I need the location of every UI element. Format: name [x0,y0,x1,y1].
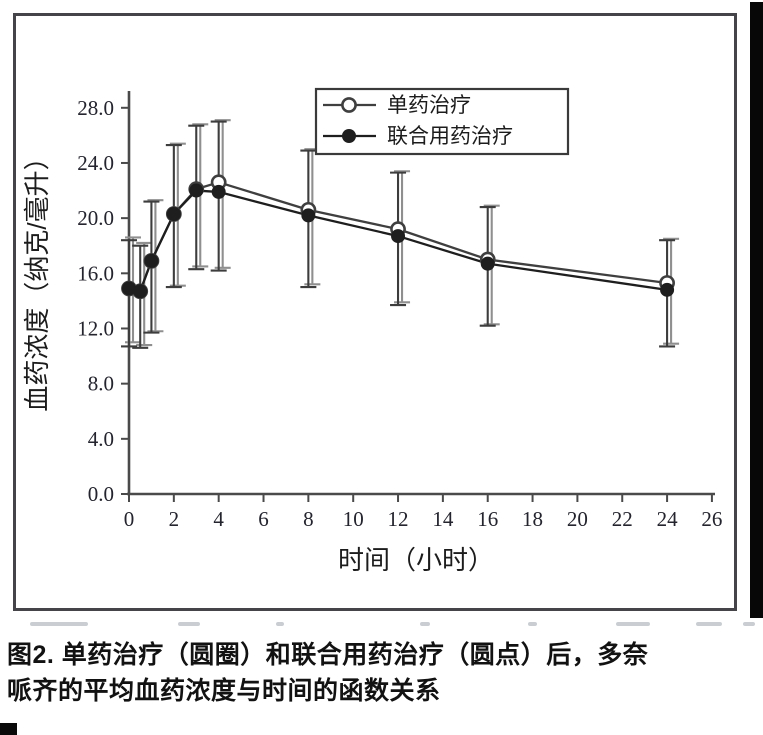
marker-filled-circle-combination [391,229,406,244]
x-tick-label: 0 [124,507,135,531]
figure-caption-line-2: 哌齐的平均血药浓度与时间的函数关系 [7,677,441,705]
scan-artifact-right-strip [750,2,763,618]
x-tick-label: 12 [388,507,409,531]
marker-filled-circle-combination [660,282,675,297]
marker-filled-circle-combination [211,184,226,199]
marker-filled-circle-combination [144,253,159,268]
scan-artifact-bottom-left-square [0,723,17,735]
y-tick-label: 8.0 [88,372,114,396]
y-tick-label: 16.0 [77,261,114,285]
erased-text-artifact [8,622,755,627]
y-tick-label: 20.0 [77,206,114,230]
x-tick-label: 26 [701,507,722,531]
legend-label-monotherapy: 单药治疗 [387,94,471,117]
legend-marker-open-circle [341,97,357,113]
series-line-combination [128,189,668,293]
y-tick-label: 28.0 [77,96,114,120]
marker-filled-circle-combination [480,256,495,271]
marker-filled-circle-combination [122,281,136,296]
x-tick-label: 22 [612,507,633,531]
y-tick-label: 24.0 [77,151,114,175]
y-axis-title: 血药浓度（纳克/毫升） [22,144,52,411]
x-tick-label: 10 [343,507,364,531]
y-tick-label: 4.0 [88,427,114,451]
x-tick-label: 8 [303,507,314,531]
x-tick-label: 18 [522,507,543,531]
x-tick-label: 6 [258,507,269,531]
marker-filled-circle-combination [301,208,316,223]
legend-box [314,87,570,156]
figure-frame: 0.0 4.0 8.0 12.0 16.0 20.0 24.0 28.0 0 2 4 6 8 10 12 14… [13,13,737,611]
figure-caption-line-1: 图2. 单药治疗（圆圈）和联合用药治疗（圆点）后，多奈 [7,641,649,669]
x-axis-title: 时间（小时） [338,545,494,575]
x-tick-label: 4 [213,507,224,531]
legend-label-combination: 联合用药治疗 [387,125,513,148]
legend-marker-filled-circle [342,129,356,143]
x-tick-label: 14 [432,507,454,531]
x-tick-label: 20 [567,507,588,531]
x-tick-label: 2 [169,507,180,531]
figure-caption: 图2. 单药治疗（圆圈）和联合用药治疗（圆点）后，多奈 哌齐的平均血药浓度与时间… [7,637,648,709]
marker-filled-circle-combination [189,183,204,198]
marker-filled-circle-combination [166,207,181,222]
y-tick-label: 12.0 [77,316,114,340]
y-tick-label: 0.0 [88,482,114,506]
concentration-time-chart: 0.04.08.012.016.020.024.028.00 2 4 6 8 10 12 14… [22,87,722,575]
x-tick-label: 16 [477,507,498,531]
x-tick-label: 24 [657,507,679,531]
marker-filled-circle-combination [133,284,148,299]
